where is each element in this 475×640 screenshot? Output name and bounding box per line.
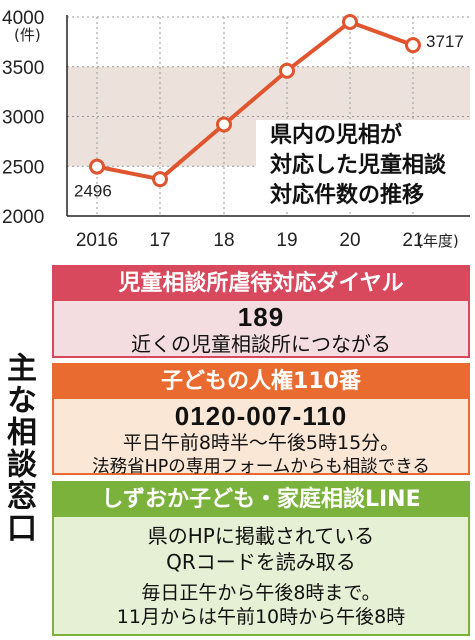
- line-consultation-hours-2: 11月からは午前10時から午後8時: [116, 606, 406, 628]
- x-tick-label: 20: [339, 230, 360, 251]
- data-point: [89, 158, 105, 175]
- abuse-hotline-body: 189 近くの児童相談所につながる: [54, 301, 468, 356]
- series-line: [96, 19, 414, 182]
- child-rights-hotline-web-note: 法務省HPの専用フォームからも相談できる: [92, 457, 430, 477]
- chart-title: 県内の児相が 対応した児童相談 対応件数の推移: [256, 120, 475, 212]
- abuse-hotline-number: 189: [237, 302, 285, 332]
- axes: [66, 15, 470, 217]
- child-rights-hotline-header: 子どもの人権110番: [54, 365, 468, 399]
- line-consultation-hours-1: 毎日正午から午後8時まで。: [141, 582, 381, 604]
- line-consultation-body: 県のHPに掲載されている QRコードを読み取る 毎日正午から午後8時まで。 11…: [54, 517, 468, 634]
- y-tick-label: 3500: [2, 58, 44, 79]
- data-label-last: 3717: [426, 32, 464, 51]
- y-unit-label: (件): [14, 26, 41, 44]
- abuse-hotline-note: 近くの児童相談所につながる: [131, 332, 391, 356]
- data-point: [216, 116, 232, 133]
- x-tick-label: 21: [402, 230, 423, 251]
- line-consultation-instruction-1: 県のHPに掲載されている: [147, 524, 375, 548]
- x-tick-label: 17: [149, 230, 170, 251]
- child-rights-hotline-body: 0120-007-110 平日午前8時半〜午後5時15分。 法務省HPの専用フォ…: [54, 399, 468, 477]
- consultation-desks-label: 主な相談窓口: [1, 352, 36, 544]
- chart-title-line-3: 対応件数の推移: [270, 182, 424, 208]
- chart-title-line-2: 対応した児童相談: [270, 152, 447, 178]
- y-tick-label: 3000: [2, 108, 44, 129]
- chart-title-background: [256, 120, 475, 212]
- y-tick-label: 2500: [2, 157, 44, 178]
- abuse-hotline-header: 児童相談所虐待対応ダイヤル: [54, 267, 468, 301]
- x-tick-label: 19: [276, 230, 297, 251]
- y-tick-label: 2000: [2, 207, 44, 228]
- x-tick-label: 18: [213, 230, 234, 251]
- data-point: [152, 171, 168, 188]
- line-consultation-header: しずおか子ども・家庭相談LINE: [54, 483, 468, 517]
- child-rights-hotline-number: 0120-007-110: [174, 401, 348, 431]
- chart-title-line-1: 県内の児相が: [270, 122, 402, 148]
- data-point: [405, 37, 421, 54]
- abuse-hotline-box: 児童相談所虐待対応ダイヤル 189 近くの児童相談所につながる: [52, 265, 470, 358]
- y-tick-label: 4000: [2, 8, 44, 29]
- data-point: [279, 62, 295, 79]
- data-point: [342, 13, 358, 30]
- x-unit-label: (年度): [417, 232, 459, 250]
- x-tick-label: 2016: [76, 230, 118, 251]
- line-consultation-box: しずおか子ども・家庭相談LINE 県のHPに掲載されている QRコードを読み取る…: [52, 481, 470, 636]
- child-rights-hotline-hours: 平日午前8時半〜午後5時15分。: [122, 432, 400, 454]
- series-case-count: [89, 13, 421, 188]
- child-rights-hotline-box: 子どもの人権110番 0120-007-110 平日午前8時半〜午後5時15分。…: [52, 363, 470, 477]
- labels: 2000 2500 3000 3500 4000 2016 17 18 19 20 21 2496 37…: [2, 8, 464, 251]
- case-count-line-chart: 2000 2500 3000 3500 4000 2016 17 18 19 20 21 2496 37…: [2, 8, 475, 251]
- line-consultation-instruction-2: QRコードを読み取る: [166, 550, 356, 574]
- data-label-first: 2496: [74, 182, 112, 201]
